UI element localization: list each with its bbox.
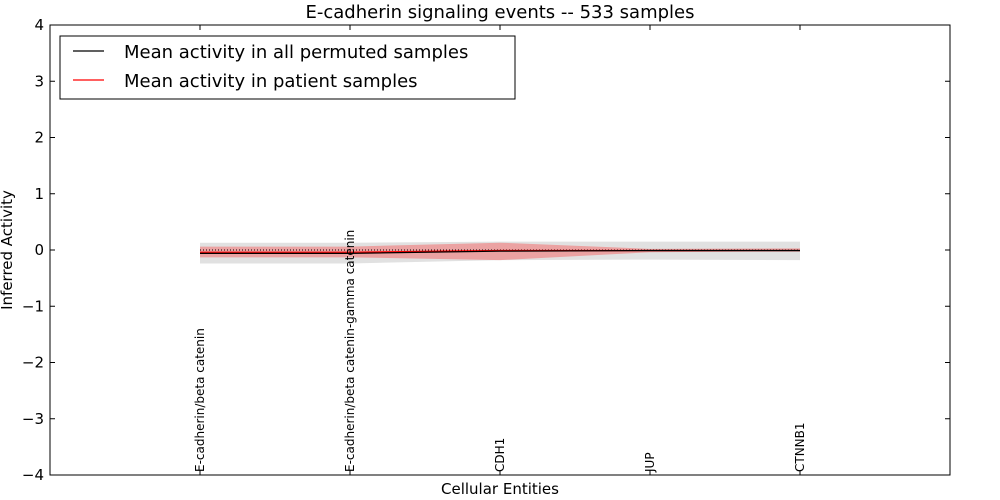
legend-label-patient: Mean activity in patient samples (124, 71, 418, 92)
x-axis-ticks: E-cadherin/beta catenin E-cadherin/beta c… (193, 25, 807, 475)
y-tick-label: 4 (34, 16, 44, 34)
x-category-label: E-cadherin/beta catenin-gamma catenin (343, 230, 357, 472)
y-tick-label: −3 (22, 410, 44, 428)
x-category-label: E-cadherin/beta catenin (193, 328, 207, 472)
series-line-permuted (200, 249, 800, 255)
legend-label-permuted: Mean activity in all permuted samples (124, 42, 468, 63)
y-tick-label: 2 (34, 129, 44, 147)
y-axis-ticks: 4 3 2 1 0 −1 −2 −3 −4 (22, 16, 950, 484)
y-tick-label: −2 (22, 354, 44, 372)
series-lines (200, 249, 800, 255)
x-category-label: CDH1 (493, 438, 507, 472)
y-axis-title: Inferred Activity (0, 190, 16, 310)
y-tick-label: 0 (34, 241, 44, 259)
x-category-label: CTNNB1 (793, 422, 807, 472)
y-tick-label: −1 (22, 297, 44, 315)
y-tick-label: 3 (34, 72, 44, 90)
x-category-label: JUP (643, 452, 657, 473)
y-tick-label: 1 (34, 185, 44, 203)
chart-title: E-cadherin signaling events -- 533 sampl… (305, 2, 694, 23)
legend: Mean activity in all permuted samples Me… (59, 35, 516, 100)
x-axis-title: Cellular Entities (441, 480, 559, 498)
legend-box (59, 35, 516, 100)
y-tick-label: −4 (22, 466, 44, 484)
